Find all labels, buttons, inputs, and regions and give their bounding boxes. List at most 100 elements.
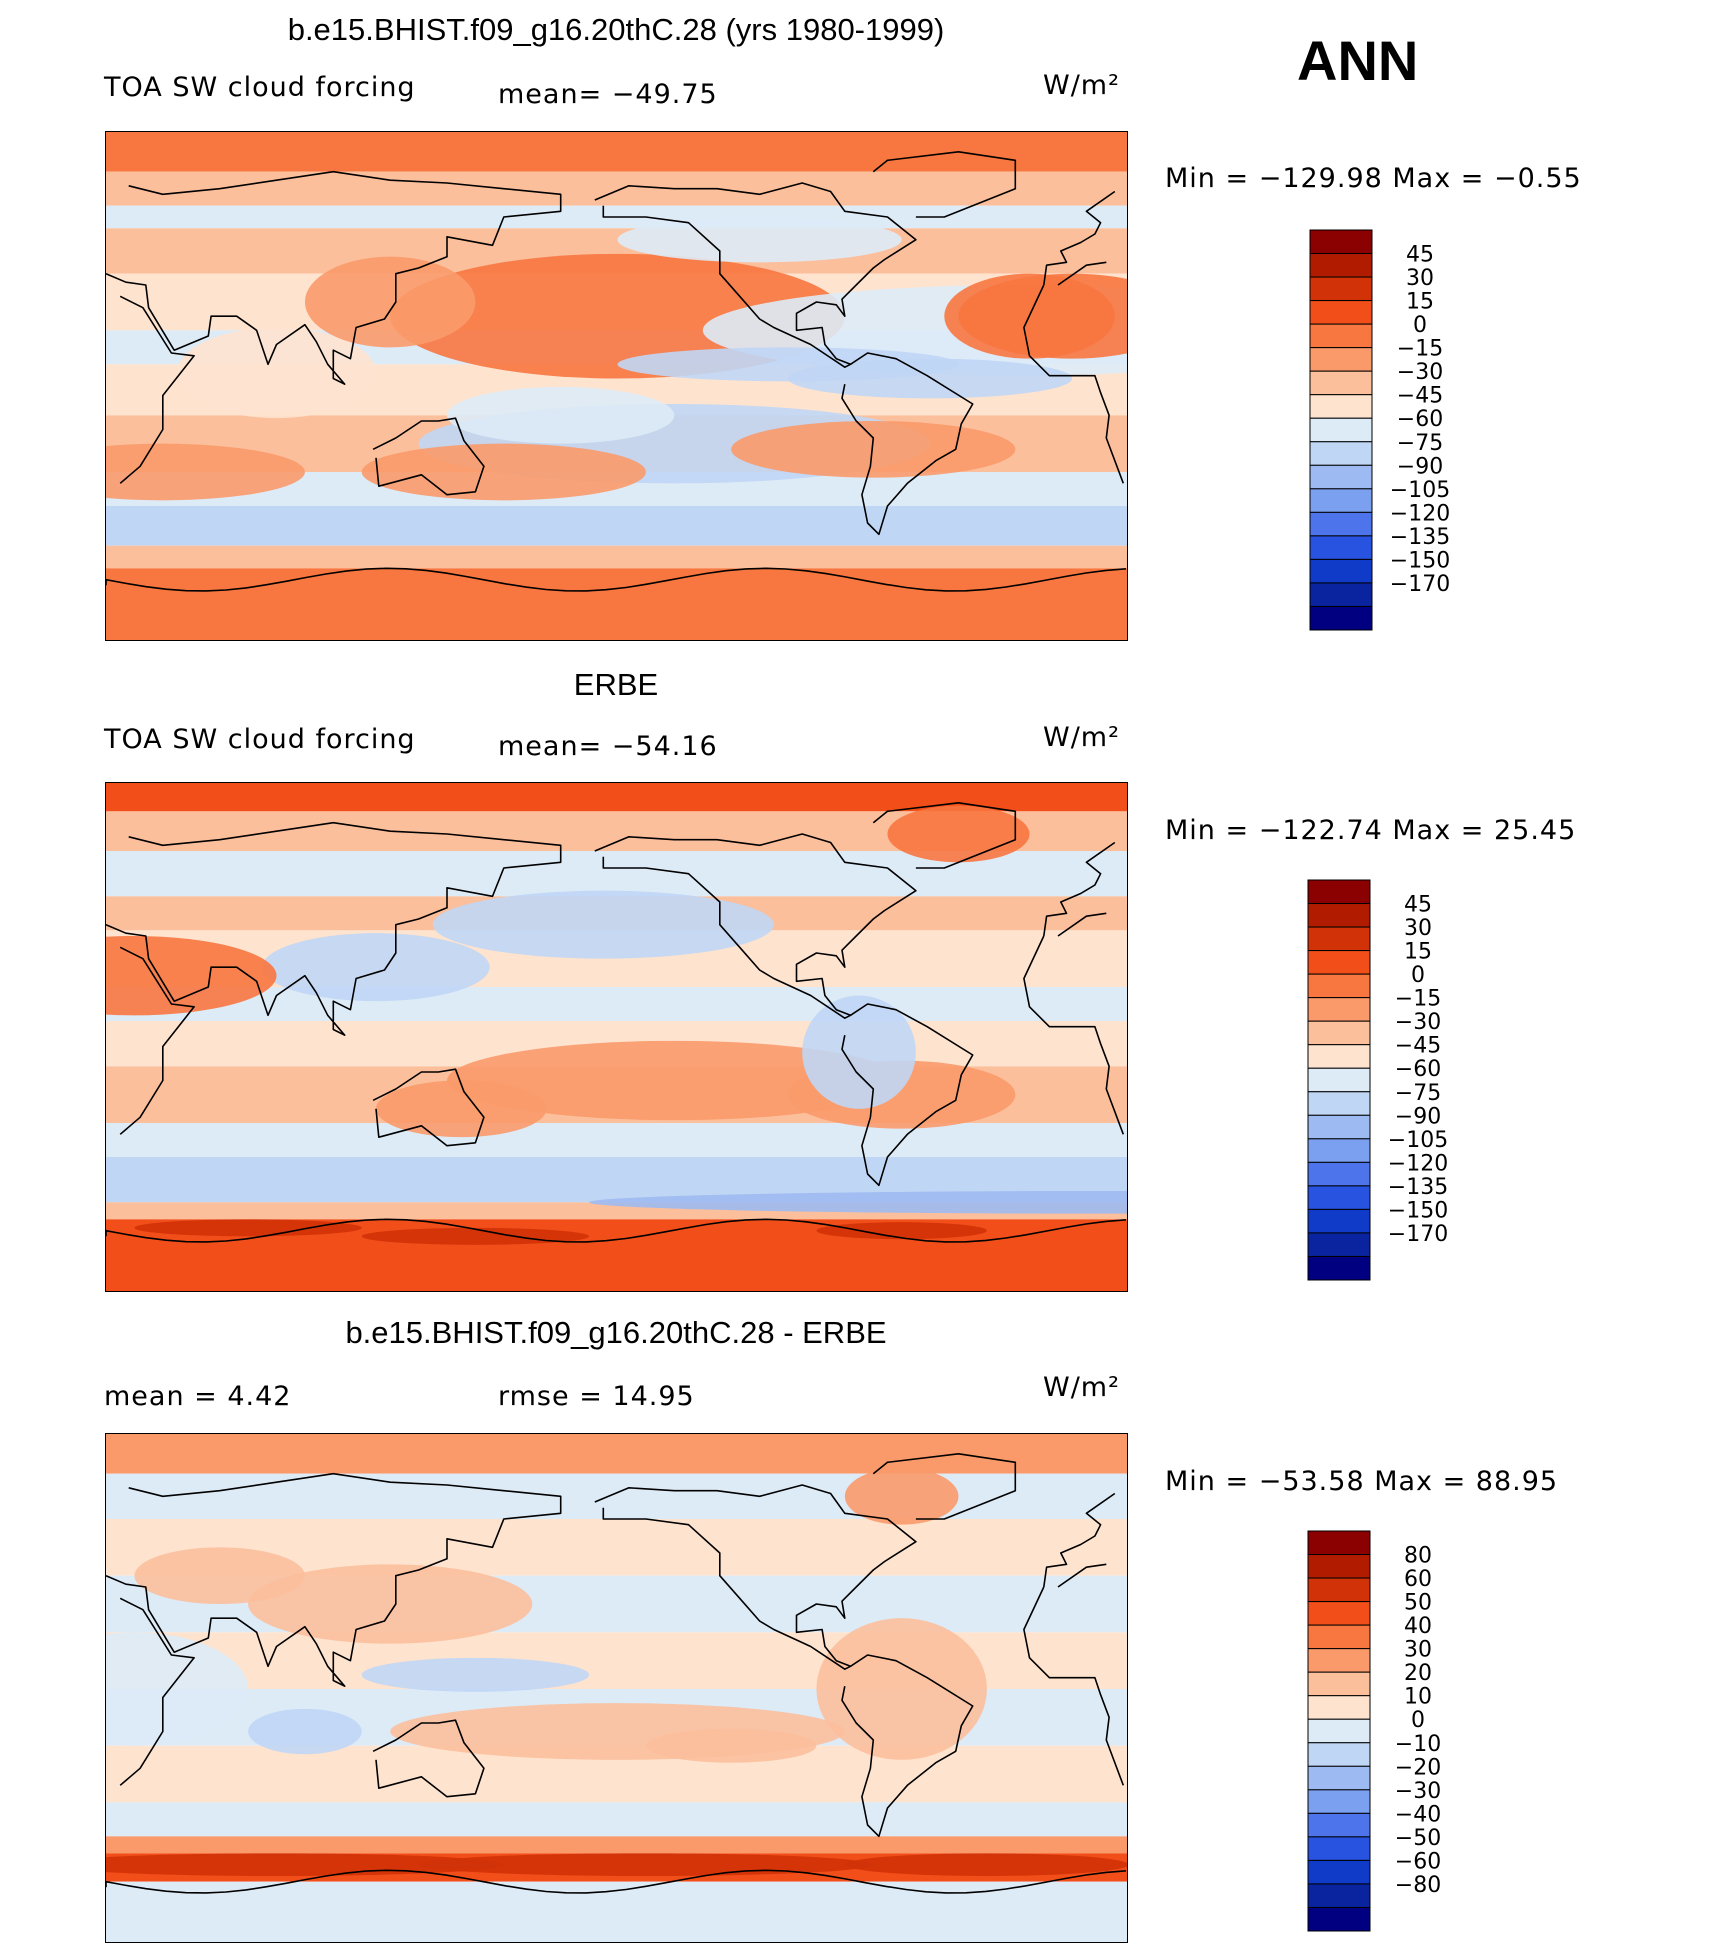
coastline-antarctica bbox=[106, 567, 1127, 592]
coastline bbox=[841, 352, 974, 536]
panel3-colorbar: 80 60 50 40 30 20 10 0 −10 −20 −30 −40 −50 −60 −80 bbox=[1307, 1530, 1508, 1935]
panel2-colorbar: 45 30 15 0 −15 −30 −45 −60 −75 −90 −105 −120 −135 −15… bbox=[1307, 879, 1508, 1284]
colorbar-tick-label: −90 bbox=[1397, 454, 1443, 479]
panel2-units: W/m² bbox=[1043, 722, 1120, 753]
colorbar-tick-label: −20 bbox=[1395, 1755, 1441, 1780]
anomaly-region bbox=[304, 256, 476, 348]
colorbar-tick-label: −170 bbox=[1390, 572, 1450, 597]
anomaly-region bbox=[731, 421, 1016, 478]
coastline bbox=[106, 170, 1116, 385]
colorbar-swatch bbox=[1307, 1695, 1371, 1720]
colorbar-tick-label: −50 bbox=[1395, 1826, 1441, 1851]
colorbar-tick-label: −45 bbox=[1395, 1034, 1441, 1059]
coastline bbox=[841, 1003, 974, 1187]
anomaly-region bbox=[248, 1564, 533, 1644]
coastline-antarctica bbox=[106, 1869, 1127, 1894]
colorbar-swatch bbox=[1307, 997, 1371, 1022]
anomaly-region bbox=[177, 327, 376, 419]
colorbar-swatch bbox=[1309, 535, 1373, 560]
colorbar-tick-label: −105 bbox=[1388, 1128, 1448, 1153]
panel1-mean: mean= −49.75 bbox=[498, 79, 718, 110]
panel2-title: ERBE bbox=[573, 667, 659, 702]
zonal-band bbox=[106, 1473, 1127, 1519]
colorbar-tick-label: −60 bbox=[1397, 407, 1443, 432]
panel3-units: W/m² bbox=[1043, 1372, 1120, 1403]
colorbar-tick-label: −60 bbox=[1395, 1849, 1441, 1874]
anomaly-region bbox=[447, 387, 675, 444]
colorbar-swatch bbox=[1307, 1601, 1371, 1626]
anomaly-region bbox=[645, 1728, 817, 1763]
colorbar-tick-label: −170 bbox=[1388, 1222, 1448, 1247]
colorbar-swatch bbox=[1307, 1255, 1371, 1281]
colorbar-swatch bbox=[1307, 1671, 1371, 1697]
anomaly-region bbox=[617, 347, 959, 382]
colorbar-swatch bbox=[1307, 1091, 1371, 1116]
coastline bbox=[594, 1484, 917, 1670]
coastline bbox=[372, 1719, 485, 1798]
panel3-rmse: rmse = 14.95 bbox=[498, 1381, 695, 1412]
colorbar-swatch bbox=[1307, 1836, 1371, 1861]
zonal-band bbox=[106, 132, 1127, 172]
colorbar-tick-label: −75 bbox=[1397, 431, 1443, 456]
colorbar-swatch bbox=[1309, 511, 1373, 537]
colorbar-tick-label: −75 bbox=[1395, 1081, 1441, 1106]
anomaly-region bbox=[262, 933, 490, 1002]
zonal-band bbox=[106, 1802, 1127, 1837]
colorbar-tick-label: −30 bbox=[1395, 1779, 1441, 1804]
colorbar-swatch bbox=[1309, 276, 1373, 302]
colorbar-tick-label: 30 bbox=[1404, 1638, 1432, 1663]
colorbar-swatch bbox=[1309, 464, 1373, 490]
colorbar-swatch bbox=[1307, 1067, 1371, 1093]
colorbar-swatch bbox=[1307, 1185, 1371, 1210]
coastline bbox=[594, 182, 917, 368]
colorbar-tick-label: 0 bbox=[1411, 1708, 1425, 1733]
anomaly-region bbox=[887, 805, 1030, 863]
panel3-title: b.e15.BHIST.f09_g16.20thC.28 - ERBE bbox=[345, 1315, 887, 1350]
colorbar-tick-label: 45 bbox=[1406, 243, 1434, 268]
anomaly-region bbox=[844, 1468, 959, 1525]
coastline bbox=[594, 833, 917, 1019]
anomaly-region bbox=[134, 1219, 362, 1237]
anomaly-region bbox=[361, 443, 646, 501]
colorbar-swatch bbox=[1309, 441, 1373, 466]
zonal-band bbox=[106, 506, 1127, 546]
colorbar-swatch bbox=[1307, 1718, 1371, 1744]
colorbar-swatch bbox=[1309, 558, 1373, 584]
zonal-band bbox=[106, 545, 1127, 569]
colorbar-swatch bbox=[1307, 1530, 1371, 1556]
zonal-band bbox=[106, 1123, 1127, 1157]
panel3-minmax: Min = −53.58 Max = 88.95 bbox=[1165, 1466, 1559, 1497]
colorbar-tick-label: −10 bbox=[1395, 1732, 1441, 1757]
colorbar-swatch bbox=[1309, 253, 1373, 278]
colorbar-swatch bbox=[1307, 1208, 1371, 1234]
colorbar-swatch bbox=[1307, 1161, 1371, 1187]
colorbar-swatch bbox=[1307, 1138, 1371, 1163]
colorbar-tick-label: 15 bbox=[1404, 940, 1432, 965]
colorbar-swatch bbox=[1307, 1554, 1371, 1579]
colorbar-swatch bbox=[1307, 1765, 1371, 1791]
anomaly-region bbox=[844, 1853, 1127, 1876]
panel2-map bbox=[105, 782, 1128, 1292]
zonal-band bbox=[106, 1242, 1127, 1291]
coastline bbox=[372, 1068, 485, 1147]
colorbar-tick-label: 40 bbox=[1404, 1614, 1432, 1639]
coastline bbox=[872, 802, 1017, 869]
colorbar-swatch bbox=[1307, 1624, 1371, 1650]
season-label: ANN bbox=[1297, 29, 1419, 92]
panel3-mean: mean = 4.42 bbox=[104, 1381, 292, 1412]
anomaly-region bbox=[617, 217, 902, 263]
anomaly-region bbox=[802, 995, 916, 1109]
coastline bbox=[872, 1453, 1017, 1520]
zonal-band bbox=[106, 171, 1127, 206]
anomaly-region bbox=[361, 1657, 590, 1692]
colorbar-tick-label: 10 bbox=[1404, 1685, 1432, 1710]
colorbar-tick-label: 0 bbox=[1413, 313, 1427, 338]
panel1-map bbox=[105, 131, 1128, 641]
zonal-band bbox=[106, 1434, 1127, 1474]
zonal-band bbox=[106, 1836, 1127, 1854]
colorbar-tick-label: −105 bbox=[1390, 478, 1450, 503]
panel2-variable: TOA SW cloud forcing bbox=[104, 724, 416, 755]
zonal-band bbox=[106, 987, 1127, 1021]
zonal-band bbox=[106, 1881, 1127, 1942]
colorbar-tick-label: −120 bbox=[1390, 501, 1450, 526]
